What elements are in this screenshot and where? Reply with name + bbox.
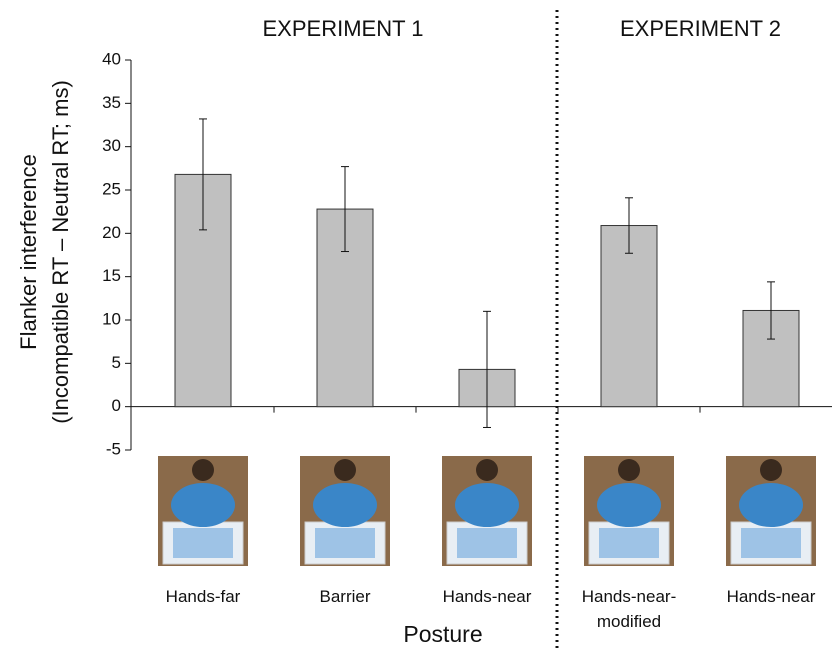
- posture-photo: [584, 456, 674, 566]
- y-axis-label: (Incompatible RT – Neutral RT; ms): [48, 80, 73, 424]
- x-axis-label: Posture: [403, 621, 482, 647]
- y-tick-label: 35: [102, 93, 121, 112]
- posture-photo: [300, 456, 390, 566]
- photo-screen: [599, 528, 659, 558]
- y-tick-label: 0: [112, 396, 121, 415]
- photo-screen: [315, 528, 375, 558]
- photo-body: [455, 483, 519, 527]
- y-tick-label: 10: [102, 309, 121, 328]
- photo-head: [618, 459, 640, 481]
- posture-photo: [726, 456, 816, 566]
- page: EXPERIMENT 1 EXPERIMENT 2 Flanker interf…: [0, 0, 832, 649]
- x-tick-label: Hands-far: [133, 584, 273, 609]
- posture-photo: [442, 456, 532, 566]
- photo-body: [171, 483, 235, 527]
- photo-body: [597, 483, 661, 527]
- y-tick-label: 15: [102, 266, 121, 285]
- chart: EXPERIMENT 1 EXPERIMENT 2 Flanker interf…: [0, 0, 832, 649]
- y-axis-label: Flanker interference: [16, 154, 41, 350]
- x-tick-label: Hands-near: [701, 584, 832, 609]
- photo-screen: [741, 528, 801, 558]
- photo-head: [760, 459, 782, 481]
- y-tick-label: 25: [102, 179, 121, 198]
- photo-head: [476, 459, 498, 481]
- photo-body: [739, 483, 803, 527]
- y-tick-label: 30: [102, 136, 121, 155]
- x-tick-label: Hands-near: [417, 584, 557, 609]
- y-tick-label: 40: [102, 49, 121, 68]
- photo-head: [334, 459, 356, 481]
- y-tick-label: 5: [112, 353, 121, 372]
- photo-screen: [457, 528, 517, 558]
- y-tick-label: -5: [106, 439, 121, 458]
- posture-photo: [158, 456, 248, 566]
- photo-screen: [173, 528, 233, 558]
- x-tick-label: Barrier: [275, 584, 415, 609]
- photo-body: [313, 483, 377, 527]
- experiment-label: EXPERIMENT 1: [263, 16, 424, 41]
- x-tick-label: Hands-near- modified: [559, 584, 699, 634]
- photo-head: [192, 459, 214, 481]
- experiment-label: EXPERIMENT 2: [620, 16, 781, 41]
- y-tick-label: 20: [102, 223, 121, 242]
